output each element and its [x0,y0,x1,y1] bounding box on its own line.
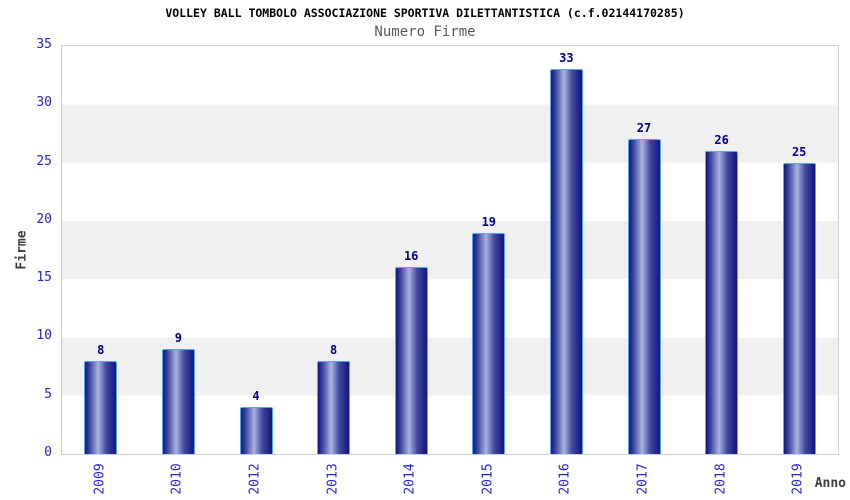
x-tick-label: 2018 [713,463,729,495]
bar-2015 [472,233,506,454]
bar-2010 [161,349,195,454]
x-tick-label: 2016 [557,463,573,495]
y-tick-label: 35 [36,37,52,52]
chart-subtitle: Numero Firme [374,24,476,40]
y-tick-label: 10 [36,328,52,344]
y-tick-label: 20 [36,211,52,227]
chart-title: VOLLEY BALL TOMBOLO ASSOCIAZIONE SPORTIV… [165,6,685,20]
bar-value-label: 19 [481,215,497,229]
bar-2012 [239,407,273,454]
bar-value-label: 25 [791,145,807,159]
bar-value-label: 26 [714,133,729,147]
bar-2009 [84,361,118,454]
x-tick-label: 2014 [402,463,418,495]
x-tick-label: 2017 [635,463,651,495]
y-tick-label: 15 [36,270,52,286]
bar-value-label: 16 [403,249,419,263]
bar-value-label: 4 [252,389,260,403]
y-tick-label: 30 [36,95,52,111]
bar-value-label: 8 [97,343,105,357]
y-tick-label: 0 [44,445,52,460]
x-tick-label: 2012 [247,463,263,495]
plot-area: 8 9 4 8 16 19 33 27 26 25 [61,45,839,455]
bar-2016 [549,69,583,454]
x-tick-label: 2013 [325,463,341,495]
bar-value-label: 9 [174,331,183,345]
x-tick-label: 2010 [169,463,185,495]
y-tick-label: 25 [36,153,52,169]
x-axis-title: Anno [814,476,846,491]
x-tick-label: 2015 [480,463,496,495]
bar-2013 [317,361,351,454]
x-tick-label: 2019 [790,463,806,495]
bar-2017 [627,139,661,454]
bar-value-label: 8 [329,343,338,357]
bar-value-label: 27 [636,121,652,135]
bar-2014 [394,267,428,454]
bar-2018 [705,151,739,454]
y-tick-label: 5 [44,386,52,402]
x-tick-label: 2009 [92,463,108,495]
y-axis-title: Firme [14,230,30,270]
bar-2019 [782,163,816,454]
bar-value-label: 33 [559,51,574,65]
